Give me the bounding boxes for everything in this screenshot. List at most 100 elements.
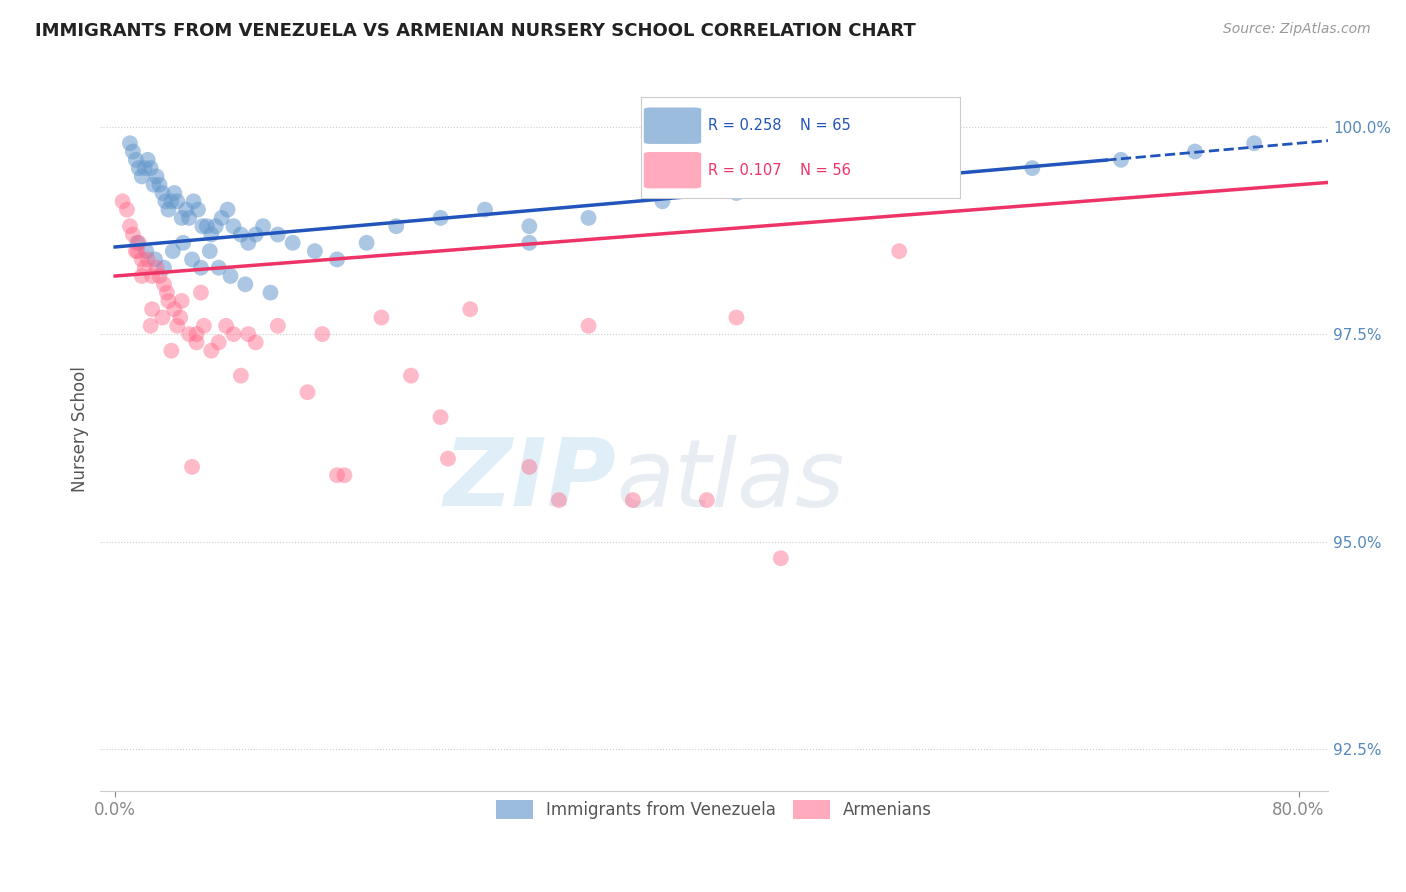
- Point: [190, 260, 212, 275]
- Point: [195, 219, 218, 234]
- Point: [238, 235, 260, 250]
- Point: [370, 310, 392, 325]
- Point: [127, 235, 149, 250]
- Point: [131, 268, 153, 283]
- Point: [135, 244, 157, 259]
- Point: [215, 318, 238, 333]
- Point: [139, 161, 162, 175]
- Point: [725, 310, 748, 325]
- Point: [143, 252, 166, 267]
- Point: [814, 178, 837, 192]
- Point: [155, 194, 177, 209]
- Point: [115, 202, 138, 217]
- Point: [458, 302, 481, 317]
- Point: [122, 145, 145, 159]
- Point: [297, 385, 319, 400]
- Point: [118, 136, 141, 151]
- Point: [193, 318, 215, 333]
- Point: [186, 335, 208, 350]
- Point: [252, 219, 274, 234]
- Point: [429, 410, 451, 425]
- Point: [141, 268, 163, 283]
- Point: [208, 260, 231, 275]
- Point: [211, 211, 233, 225]
- Point: [437, 451, 460, 466]
- Point: [177, 211, 200, 225]
- Point: [131, 252, 153, 267]
- Text: ZIP: ZIP: [443, 434, 616, 526]
- Point: [217, 202, 239, 217]
- Text: atlas: atlas: [616, 434, 844, 525]
- Point: [311, 327, 333, 342]
- Point: [208, 335, 231, 350]
- Point: [222, 327, 245, 342]
- Point: [163, 302, 186, 317]
- Point: [157, 293, 180, 308]
- Point: [621, 493, 644, 508]
- Point: [399, 368, 422, 383]
- Point: [145, 169, 167, 184]
- Point: [128, 235, 150, 250]
- Legend: Immigrants from Venezuela, Armenians: Immigrants from Venezuela, Armenians: [489, 793, 939, 826]
- Point: [152, 186, 174, 200]
- Point: [326, 252, 349, 267]
- Point: [219, 268, 242, 283]
- Point: [186, 327, 208, 342]
- Point: [148, 268, 170, 283]
- Point: [172, 235, 194, 250]
- Point: [156, 285, 179, 300]
- Point: [163, 186, 186, 200]
- Point: [136, 153, 159, 167]
- Point: [134, 260, 156, 275]
- Point: [204, 219, 226, 234]
- Point: [187, 202, 209, 217]
- Point: [127, 244, 149, 259]
- Point: [229, 368, 252, 383]
- Point: [385, 219, 408, 234]
- Point: [153, 260, 176, 275]
- Point: [918, 169, 941, 184]
- Point: [1109, 153, 1132, 167]
- Point: [125, 153, 148, 167]
- Point: [166, 318, 188, 333]
- Point: [517, 219, 540, 234]
- Point: [326, 468, 349, 483]
- Point: [548, 493, 571, 508]
- Point: [889, 244, 911, 259]
- Point: [281, 235, 304, 250]
- Point: [174, 202, 197, 217]
- Point: [200, 227, 222, 242]
- Point: [517, 235, 540, 250]
- Point: [139, 318, 162, 333]
- Point: [170, 293, 193, 308]
- Point: [111, 194, 134, 209]
- Point: [198, 244, 221, 259]
- Point: [191, 219, 214, 234]
- Point: [160, 343, 183, 358]
- Point: [578, 211, 600, 225]
- Point: [474, 202, 496, 217]
- Point: [141, 302, 163, 317]
- Point: [259, 285, 281, 300]
- Point: [233, 277, 256, 292]
- Point: [183, 194, 205, 209]
- Point: [517, 459, 540, 474]
- Point: [1021, 161, 1043, 175]
- Point: [181, 252, 204, 267]
- Y-axis label: Nursery School: Nursery School: [72, 367, 89, 492]
- Point: [238, 327, 260, 342]
- Point: [578, 318, 600, 333]
- Point: [651, 194, 673, 209]
- Point: [162, 244, 184, 259]
- Point: [333, 468, 356, 483]
- Point: [152, 310, 174, 325]
- Point: [177, 327, 200, 342]
- Point: [429, 211, 451, 225]
- Point: [245, 335, 267, 350]
- Point: [1184, 145, 1206, 159]
- Point: [181, 459, 204, 474]
- Point: [696, 493, 718, 508]
- Point: [134, 161, 156, 175]
- Point: [125, 244, 148, 259]
- Point: [170, 211, 193, 225]
